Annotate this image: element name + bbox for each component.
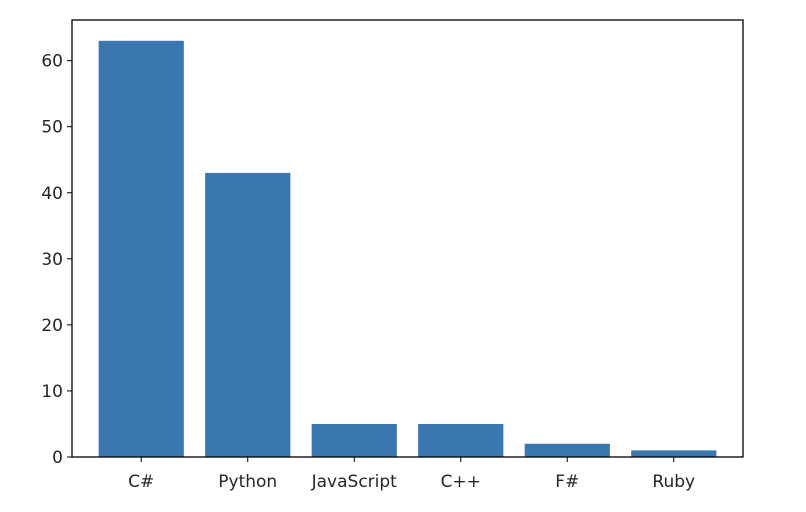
x-axis: C# Python JavaScript C++ F# Ruby <box>128 457 695 492</box>
y-tick-label-0: 0 <box>52 448 63 468</box>
y-tick-label-50: 50 <box>41 118 63 138</box>
bar-c-plus-plus <box>418 423 504 457</box>
x-tick-label-ruby: Ruby <box>652 472 695 492</box>
plot-frame <box>71 19 744 458</box>
bar-python <box>205 172 291 458</box>
y-tick-label-20: 20 <box>41 316 63 336</box>
x-tick-label-javascript: JavaScript <box>311 472 398 492</box>
y-axis: 0 10 20 30 40 50 60 <box>41 52 72 468</box>
bar-ruby <box>631 450 717 457</box>
y-tick-label-40: 40 <box>41 184 63 204</box>
bar-c-sharp <box>98 40 184 458</box>
bar-javascript <box>311 423 397 457</box>
x-tick-label-python: Python <box>218 472 277 492</box>
x-tick-label-f-sharp: F# <box>555 472 579 492</box>
y-tick-label-10: 10 <box>41 382 63 402</box>
y-tick-label-60: 60 <box>41 52 63 72</box>
y-tick-label-30: 30 <box>41 250 63 270</box>
x-tick-label-c-plus-plus: C++ <box>441 472 481 492</box>
bars-group <box>98 40 717 458</box>
x-tick-label-c-sharp: C# <box>128 472 154 492</box>
bar-f-sharp <box>524 443 610 457</box>
